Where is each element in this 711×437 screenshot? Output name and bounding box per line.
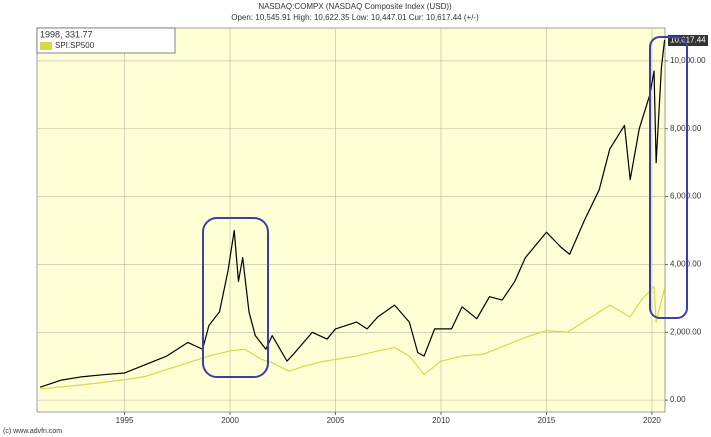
x-tick-label: 2010 bbox=[432, 416, 450, 425]
legend-box bbox=[36, 27, 176, 54]
chart-title: NASDAQ:COMPX (NASDAQ Composite Index (US… bbox=[258, 2, 452, 11]
x-tick-label: 2015 bbox=[538, 416, 556, 425]
plot-area bbox=[36, 27, 666, 413]
legend-label: SPI:SP500 bbox=[55, 41, 95, 50]
last-value-box bbox=[668, 35, 708, 46]
y-tick-label: 6,000.00 bbox=[670, 192, 702, 201]
y-tick-label: 4,000.00 bbox=[670, 260, 702, 269]
series-line bbox=[40, 285, 666, 390]
x-tick-label: 2020 bbox=[643, 416, 661, 425]
chart-subtitle: Open: 10,545.91 High: 10,622.35 Low: 10,… bbox=[231, 13, 479, 22]
x-tick-label: 2000 bbox=[221, 416, 239, 425]
highlight-dotcom bbox=[202, 217, 269, 378]
legend-swatch bbox=[40, 42, 52, 50]
copyright: (c) www.advfn.com bbox=[3, 428, 62, 435]
y-tick-label: 8,000.00 bbox=[670, 124, 702, 133]
x-tick-label: 1995 bbox=[116, 416, 134, 425]
series-line bbox=[39, 39, 666, 388]
x-tick-label: 2005 bbox=[327, 416, 345, 425]
y-tick-label: 2,000.00 bbox=[670, 327, 702, 336]
cursor-label: 1998, 331.77 bbox=[40, 29, 93, 39]
y-tick-label: 0.00 bbox=[670, 395, 686, 404]
last-value-label: 10,617.44 bbox=[670, 36, 706, 45]
y-tick-label: 10,000.00 bbox=[670, 56, 706, 65]
series-layer: 0.00 2,000.00 4,000.00 6,000.00 8,000.00 10,0… bbox=[37, 28, 706, 425]
highlight-2020 bbox=[649, 36, 688, 319]
